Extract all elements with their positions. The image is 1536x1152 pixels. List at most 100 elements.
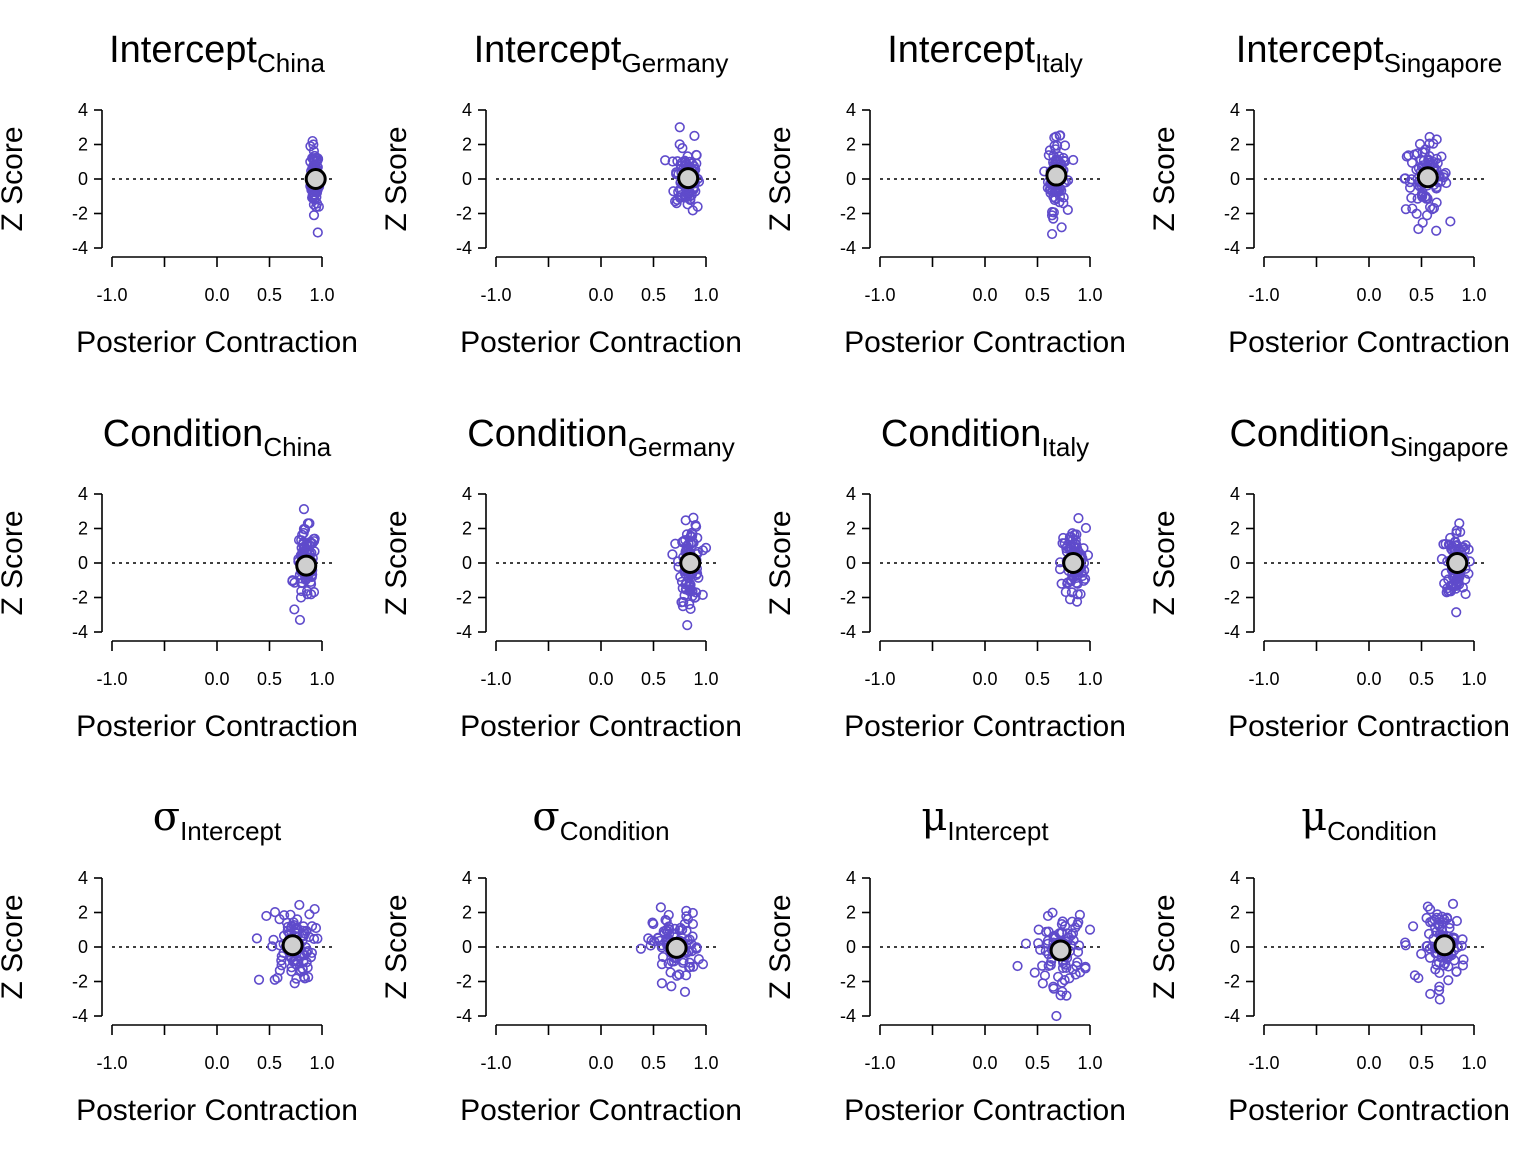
data-point <box>692 201 703 212</box>
data-point <box>1413 223 1424 235</box>
data-point <box>1029 967 1040 978</box>
data-point <box>268 934 279 945</box>
data-point <box>1060 959 1071 970</box>
y-tick-label: 2 <box>846 519 856 539</box>
data-point <box>1434 967 1445 979</box>
title-main-text: Intercept <box>887 29 1035 71</box>
data-point <box>1080 522 1092 534</box>
data-point <box>1059 140 1071 151</box>
data-point <box>1064 973 1075 984</box>
data-point <box>1035 944 1046 955</box>
data-point <box>310 922 322 934</box>
y-tick-label: -2 <box>72 972 88 992</box>
y-tick-label: 4 <box>78 484 88 504</box>
data-point <box>305 578 317 590</box>
data-point <box>1405 182 1416 193</box>
x-tick-label: 1.0 <box>1077 669 1102 689</box>
data-point <box>286 962 297 973</box>
x-axis-label: Posterior Contraction <box>1228 326 1510 359</box>
data-point <box>1428 138 1439 149</box>
chart-panel: μCondition Z Score Posterior Contraction 4 2… <box>1152 794 1510 1127</box>
chart-title: ConditionItaly <box>881 413 1089 462</box>
mean-point <box>1416 166 1439 189</box>
y-tick-label: -4 <box>1224 622 1240 642</box>
x-tick-label: 1.0 <box>1461 1053 1486 1073</box>
data-point <box>1407 203 1418 214</box>
data-point <box>671 970 682 981</box>
data-point <box>668 186 679 197</box>
data-point <box>282 921 293 933</box>
x-tick-label: -1.0 <box>480 1053 511 1073</box>
data-point <box>655 902 666 913</box>
data-point <box>1460 588 1471 600</box>
chart-panel: σCondition Z Score Posterior Contraction 4 2… <box>384 794 742 1127</box>
data-point <box>308 210 320 221</box>
y-tick-label: -2 <box>72 204 88 224</box>
data-point <box>661 915 672 927</box>
data-point <box>1443 975 1454 986</box>
title-greek-symbol: μ <box>921 794 947 840</box>
x-tick-label: 1.0 <box>1461 285 1486 305</box>
x-tick-label: -1.0 <box>864 1053 895 1073</box>
y-tick-label: 0 <box>462 169 472 189</box>
data-point <box>1062 204 1073 215</box>
data-point <box>1434 981 1445 992</box>
y-tick-label: 0 <box>462 553 472 573</box>
data-point <box>690 519 701 531</box>
y-tick-label: -2 <box>456 204 472 224</box>
y-axis-label: Z Score <box>768 126 797 231</box>
data-point <box>307 135 318 147</box>
data-point <box>1408 921 1419 932</box>
data-point <box>1072 919 1083 930</box>
y-tick-label: 0 <box>78 937 88 957</box>
data-point <box>671 198 682 209</box>
y-tick-label: -2 <box>1224 204 1240 224</box>
y-tick-label: -2 <box>1224 588 1240 608</box>
y-tick-label: 0 <box>846 553 856 573</box>
data-point <box>1444 918 1455 929</box>
data-point <box>1436 553 1448 565</box>
data-point <box>1452 539 1463 551</box>
data-point <box>1422 901 1433 912</box>
data-point <box>1423 154 1434 165</box>
title-main-text: Condition <box>103 413 264 455</box>
data-point <box>286 966 297 977</box>
x-tick-label: 0.5 <box>257 285 282 305</box>
y-tick-label: 2 <box>1230 519 1240 539</box>
y-tick-label: 4 <box>846 868 856 888</box>
data-point <box>667 156 678 167</box>
chart-panel: InterceptChina Z Score Posterior Contracti… <box>0 29 358 359</box>
data-point <box>295 592 307 603</box>
data-point <box>1075 588 1086 600</box>
data-point <box>660 155 671 166</box>
data-point <box>1406 157 1418 168</box>
data-point <box>1058 532 1069 544</box>
x-tick-label: -1.0 <box>864 285 895 305</box>
chart-panel: InterceptGermany Z Score Posterior Contrac… <box>384 29 742 359</box>
data-point <box>308 933 320 945</box>
x-tick-label: -1.0 <box>1248 1053 1279 1073</box>
title-subscript: Italy <box>1041 432 1089 462</box>
x-tick-label: 1.0 <box>693 1053 718 1073</box>
data-point <box>1420 191 1431 202</box>
title-subscript: Intercept <box>947 816 1049 846</box>
chart-panel: σIntercept Z Score Posterior Contraction 4 2… <box>0 794 358 1127</box>
data-point <box>685 193 696 205</box>
title-subscript: Condition <box>560 816 670 846</box>
data-point <box>1422 940 1433 952</box>
y-tick-label: 0 <box>1230 169 1240 189</box>
data-point <box>305 141 316 152</box>
data-point <box>1458 954 1469 965</box>
data-point <box>297 539 309 550</box>
data-point <box>309 536 320 547</box>
y-tick-label: 2 <box>846 903 856 923</box>
y-tick-label: -4 <box>72 1006 88 1026</box>
data-point <box>1080 963 1091 974</box>
y-tick-label: 2 <box>78 519 88 539</box>
data-point <box>1434 914 1445 925</box>
data-point <box>1044 145 1056 156</box>
y-tick-label: 2 <box>78 135 88 155</box>
x-tick-label: 0.5 <box>1025 285 1050 305</box>
title-greek-symbol: σ <box>153 794 180 840</box>
title-main-text: Condition <box>1229 413 1390 455</box>
